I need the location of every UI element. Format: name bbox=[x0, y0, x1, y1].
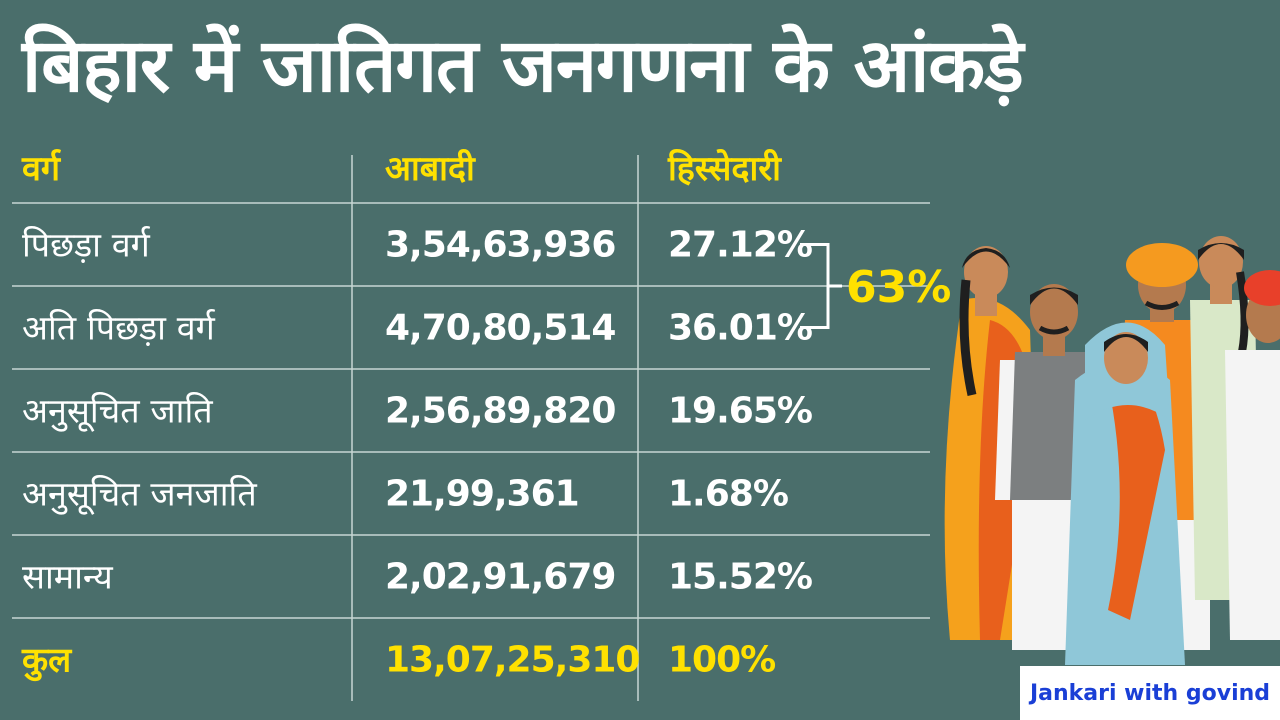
total-row: कुल 13,07,25,310 100% bbox=[21, 640, 776, 682]
population-cell: 3,54,63,936 bbox=[385, 225, 615, 266]
page-title: बिहार में जातिगत जनगणना के आंकड़े bbox=[22, 23, 1024, 109]
share-cell: 1.68% bbox=[668, 474, 788, 515]
population-cell: 2,02,91,679 bbox=[385, 557, 615, 598]
category-cell: पिछड़ा वर्ग bbox=[22, 226, 151, 266]
table-row: सामान्य 2,02,91,679 15.52% bbox=[22, 557, 813, 598]
column-header: आबादी bbox=[385, 148, 476, 189]
column-header: हिस्सेदारी bbox=[667, 148, 782, 189]
category-cell: सामान्य bbox=[22, 558, 114, 598]
group-annotation: 63% bbox=[800, 243, 951, 329]
table-row: अनुसूचित जाति 2,56,89,820 19.65% bbox=[22, 391, 813, 433]
person-woman-blue-saree-icon bbox=[1065, 322, 1185, 665]
population-cell: 4,70,80,514 bbox=[385, 308, 615, 349]
table-grid bbox=[12, 155, 930, 701]
share-cell: 15.52% bbox=[668, 557, 812, 598]
table-header-row: वर्ग आबादी हिस्सेदारी bbox=[21, 148, 782, 189]
share-cell: 27.12% bbox=[668, 225, 812, 266]
table-row: अनुसूचित जनजाति 21,99,361 1.68% bbox=[22, 474, 789, 516]
population-cell: 13,07,25,310 bbox=[385, 640, 639, 681]
share-cell: 36.01% bbox=[668, 308, 812, 349]
share-cell: 100% bbox=[668, 640, 775, 681]
share-cell: 19.65% bbox=[668, 391, 812, 432]
person-man-right-icon bbox=[1225, 270, 1280, 640]
category-cell: अनुसूचित जाति bbox=[22, 392, 213, 433]
population-cell: 2,56,89,820 bbox=[385, 391, 615, 432]
category-cell: कुल bbox=[21, 641, 73, 682]
people-group-illustration bbox=[944, 236, 1280, 665]
watermark: Jankari with govind bbox=[1020, 666, 1280, 720]
table-row: पिछड़ा वर्ग 3,54,63,936 27.12% bbox=[22, 225, 813, 266]
category-cell: अनुसूचित जनजाति bbox=[22, 475, 257, 516]
population-cell: 21,99,361 bbox=[385, 474, 579, 515]
table-body: पिछड़ा वर्ग 3,54,63,936 27.12% अति पिछड़ा व… bbox=[21, 225, 813, 682]
category-cell: अति पिछड़ा वर्ग bbox=[22, 309, 216, 349]
column-header: वर्ग bbox=[21, 148, 62, 189]
table-row: अति पिछड़ा वर्ग 4,70,80,514 36.01% bbox=[22, 308, 813, 349]
group-share-label: 63% bbox=[846, 262, 951, 313]
